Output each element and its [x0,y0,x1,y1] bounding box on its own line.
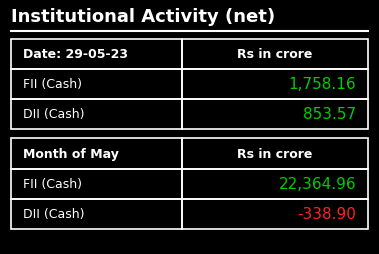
Bar [182,169,368,199]
Bar [11,169,182,199]
Bar [11,69,182,99]
Bar [182,99,368,129]
Bar [11,199,182,229]
Bar [11,39,182,69]
Bar [11,39,182,69]
Text: Institutional Activity (net): Institutional Activity (net) [11,8,276,26]
Bar [182,39,368,69]
Text: 1,758.16: 1,758.16 [289,77,356,92]
Text: Rs in crore: Rs in crore [237,148,312,160]
Bar [182,69,368,99]
Text: Date: 29-05-23: Date: 29-05-23 [23,48,128,61]
Text: 853.57: 853.57 [303,107,356,122]
Text: -338.90: -338.90 [298,207,356,221]
Bar [11,139,182,169]
Bar [11,99,182,129]
Text: DII (Cash): DII (Cash) [23,208,84,220]
Bar [182,69,368,99]
Bar [182,39,368,69]
Text: Rs in crore: Rs in crore [237,48,312,61]
Bar [11,69,182,99]
Bar [11,99,182,129]
Text: Month of May: Month of May [23,148,119,160]
Bar [182,139,368,169]
Bar [182,199,368,229]
Text: FII (Cash): FII (Cash) [23,78,82,91]
Bar [11,199,182,229]
Bar [182,139,368,169]
Bar [11,139,182,169]
Bar [182,199,368,229]
Bar [11,169,182,199]
Bar [182,169,368,199]
Text: 22,364.96: 22,364.96 [279,177,356,191]
Text: DII (Cash): DII (Cash) [23,108,84,121]
Bar [182,99,368,129]
Text: FII (Cash): FII (Cash) [23,178,82,190]
